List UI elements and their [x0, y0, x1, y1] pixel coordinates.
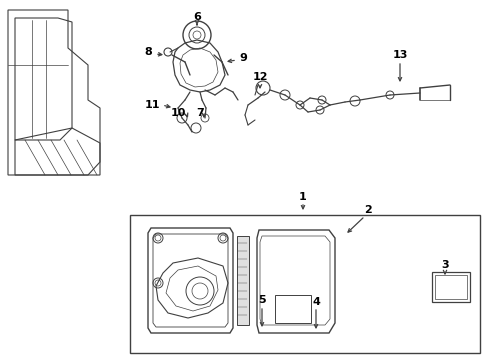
Bar [237, 236, 248, 325]
Text: 2: 2 [364, 205, 371, 215]
Text: 6: 6 [193, 12, 201, 22]
Bar [431, 272, 469, 302]
Text: 9: 9 [239, 53, 246, 63]
Text: 12: 12 [252, 72, 267, 82]
Text: 8: 8 [144, 47, 152, 57]
Text: 5: 5 [258, 295, 265, 305]
Bar [274, 295, 310, 323]
Text: 1: 1 [299, 192, 306, 202]
Text: 7: 7 [196, 108, 203, 118]
Text: 13: 13 [391, 50, 407, 60]
Text: 3: 3 [440, 260, 448, 270]
Bar [130, 215, 479, 353]
Bar [434, 275, 466, 299]
Text: 11: 11 [144, 100, 160, 110]
Text: 4: 4 [311, 297, 319, 307]
Text: 10: 10 [170, 108, 185, 118]
